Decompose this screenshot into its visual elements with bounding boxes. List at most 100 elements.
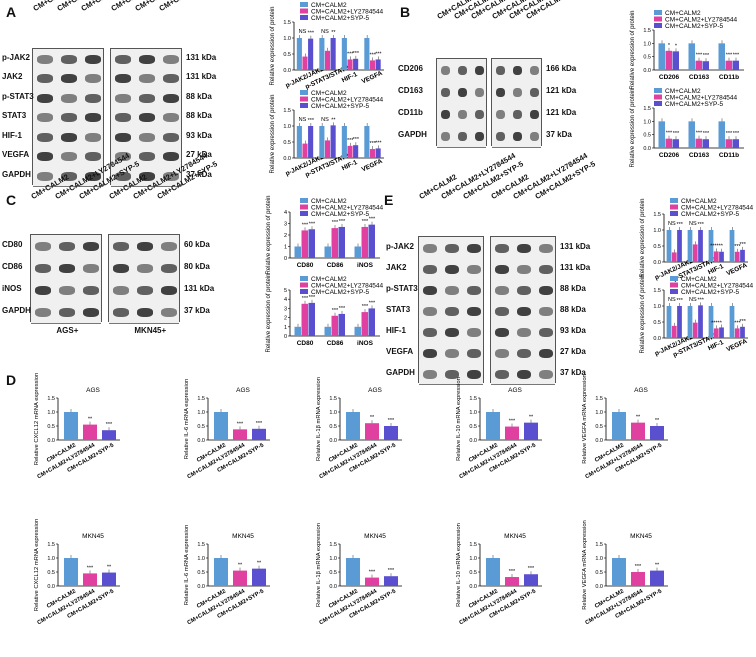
bar [486, 558, 500, 586]
kda-label: 88 kDa [186, 111, 212, 121]
band [495, 285, 509, 295]
row-label: p-STAT3 [386, 283, 418, 293]
row-label: HIF-1 [386, 325, 406, 335]
band [467, 306, 481, 316]
row-label: GAPDH [386, 367, 415, 377]
legend-swatch [670, 204, 678, 210]
western-blot-b: CM+CALM2CM+CALM2+LY2784544CM+CALM2+SYP-5… [396, 0, 636, 190]
legend-swatch [670, 198, 678, 203]
y-tick-label: 0.0 [47, 584, 55, 590]
band [37, 74, 53, 84]
bar [688, 43, 695, 70]
legend-label: CM+CALM2+SYP-5 [311, 15, 370, 22]
legend-label: CM+CALM2 [311, 198, 347, 205]
bar [308, 302, 315, 336]
bar [319, 126, 325, 158]
blot-box-left [30, 234, 102, 324]
kda-label: 93 kDa [560, 325, 586, 335]
band [475, 66, 484, 75]
significance-label: *** [698, 297, 705, 303]
bar [294, 326, 301, 336]
band [139, 132, 155, 142]
legend-label: CM+CALM2+SYP-5 [681, 289, 740, 296]
bar [331, 228, 338, 258]
kda-label: 88 kDa [560, 283, 586, 293]
y-tick-label: 4 [284, 297, 287, 303]
band-row [31, 301, 101, 324]
band [85, 152, 101, 162]
significance-label: *** [703, 131, 710, 137]
significance-label: *** [347, 138, 354, 144]
y-tick-label: 0.5 [653, 244, 661, 250]
x-tick-label: CD80 [297, 262, 314, 269]
legend-swatch [654, 16, 662, 22]
legend-label: CM+CALM2 [665, 88, 701, 95]
band [441, 88, 450, 97]
bar [665, 138, 672, 148]
y-axis-label: Relative expression of protein [266, 195, 272, 274]
band [539, 327, 553, 337]
legend-label: CM+CALM2+LY2784544 [665, 95, 738, 102]
legend-swatch [300, 103, 308, 108]
bar [631, 422, 645, 440]
bar [631, 572, 645, 586]
bar [713, 251, 719, 262]
band [85, 93, 101, 103]
bar [102, 572, 116, 586]
band [137, 242, 153, 251]
legend-swatch [300, 211, 308, 216]
x-tick-label: CD206 [659, 74, 680, 81]
band [59, 264, 75, 273]
band [467, 348, 481, 358]
y-tick-label: 1.5 [283, 108, 291, 114]
bar [666, 230, 672, 262]
row-label: CD11b [398, 108, 423, 117]
blot-box-left [436, 58, 487, 148]
bar [375, 148, 381, 158]
significance-label: ** [88, 417, 93, 423]
band [37, 93, 53, 103]
bar [612, 412, 626, 440]
bar [698, 305, 703, 338]
bar [524, 574, 538, 586]
y-tick-label: 1.0 [643, 119, 651, 125]
panel-letter-d: D [6, 372, 17, 388]
legend-label: CM+CALM2+LY2784544 [311, 283, 384, 290]
band [113, 286, 129, 295]
significance-label: *** [388, 568, 395, 574]
x-tick-label: CD86 [327, 262, 344, 269]
bar [331, 315, 338, 336]
bar [368, 308, 375, 336]
y-tick-label: 1.0 [643, 41, 651, 47]
y-axis-label: Relative IL-10 mRNA expression [456, 377, 462, 461]
row-label: HIF-1 [2, 130, 22, 140]
band [495, 264, 509, 274]
y-tick-label: 1 [284, 245, 287, 251]
kda-label: 27 kDa [186, 150, 212, 160]
significance-label: *** [362, 304, 369, 310]
band [539, 369, 553, 379]
chart-title: MKN45 [630, 533, 652, 540]
bar [214, 558, 228, 586]
bar [671, 252, 677, 262]
legend-swatch [300, 282, 308, 288]
y-tick-label: 0.5 [595, 424, 603, 430]
significance-label: *** [673, 131, 680, 137]
band [35, 264, 51, 273]
significance-label: NS [321, 117, 329, 123]
bar [252, 428, 266, 440]
row-label: GAPDH [2, 169, 31, 179]
band [61, 93, 77, 103]
bar [102, 430, 116, 440]
band [139, 54, 155, 64]
y-tick-label: 0.5 [643, 133, 651, 139]
significance-label: *** [332, 308, 339, 314]
bar [677, 230, 682, 262]
band [163, 93, 179, 103]
y-tick-label: 2 [284, 233, 287, 239]
bar [364, 38, 370, 70]
significance-label: ** [370, 415, 375, 421]
band [539, 348, 553, 358]
legend-swatch [670, 289, 678, 294]
significance-label: *** [309, 295, 316, 301]
